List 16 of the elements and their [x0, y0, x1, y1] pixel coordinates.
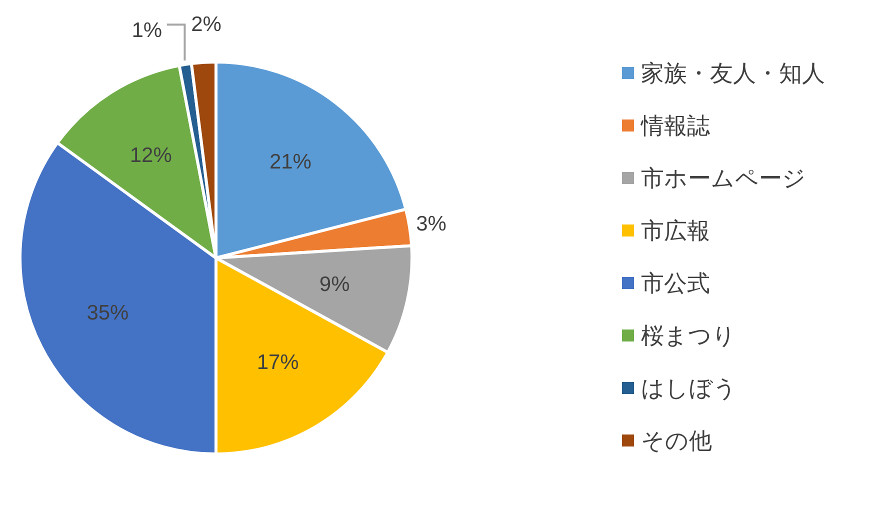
data-label: 21% [269, 150, 312, 174]
legend-label: 市ホームページ [641, 165, 806, 191]
legend-label: 桜まつり [641, 322, 736, 348]
data-label: 12% [130, 144, 172, 167]
data-label: 1% [132, 19, 162, 42]
legend-label: 市広報 [641, 218, 710, 244]
legend-label: 情報誌 [640, 112, 710, 138]
data-label: 35% [86, 302, 129, 325]
legend-label: 家族・友人・知人 [641, 60, 825, 86]
data-label: 17% [256, 351, 299, 374]
data-label: 3% [416, 212, 446, 236]
data-label: 9% [319, 273, 350, 296]
legend-label: はしぼう [641, 375, 737, 401]
legend-label: その他 [641, 428, 712, 454]
data-label: 2% [191, 12, 222, 36]
legend-label: 市公式 [641, 270, 710, 296]
